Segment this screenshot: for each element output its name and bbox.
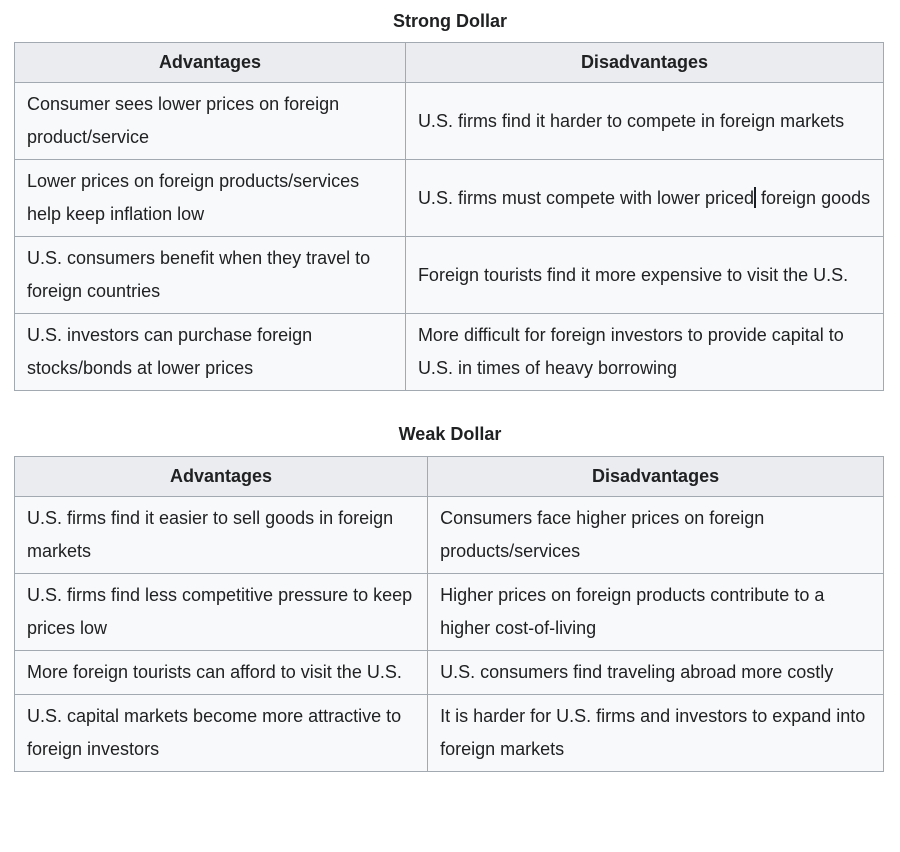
- table-cell[interactable]: More foreign tourists can afford to visi…: [13, 650, 429, 695]
- table-cell[interactable]: Consumer sees lower prices on foreign pr…: [14, 82, 406, 160]
- table-body-1: U.S. firms find it easier to sell goods …: [13, 496, 884, 772]
- text-caret: [754, 186, 757, 208]
- table-row: U.S. investors can purchase foreign stoc…: [14, 313, 885, 391]
- column-header-advantages: Advantages: [13, 456, 429, 497]
- table-cell[interactable]: Consumers face higher prices on foreign …: [427, 496, 884, 574]
- column-header-disadvantages: Disadvantages: [427, 456, 884, 497]
- table-cell[interactable]: More difficult for foreign investors to …: [404, 313, 885, 391]
- table-cell[interactable]: U.S. firms find less competitive pressur…: [13, 573, 429, 651]
- table-row: Lower prices on foreign products/service…: [14, 159, 885, 237]
- table-row: U.S. firms find it easier to sell goods …: [13, 496, 884, 574]
- table-cell[interactable]: Foreign tourists find it more expensive …: [404, 236, 885, 314]
- table-row: U.S. consumers benefit when they travel …: [14, 236, 885, 314]
- table-header-row: Advantages Disadvantages: [14, 42, 885, 83]
- table-cell[interactable]: U.S. consumers benefit when they travel …: [14, 236, 406, 314]
- strong-dollar-table: Advantages Disadvantages Consumer sees l…: [14, 42, 885, 391]
- table-row: Consumer sees lower prices on foreign pr…: [14, 82, 885, 160]
- table-header-row: Advantages Disadvantages: [13, 456, 884, 497]
- weak-dollar-section: Weak Dollar Advantages Disadvantages U.S…: [0, 391, 900, 772]
- table-cell[interactable]: U.S. firms find it harder to compete in …: [404, 82, 885, 160]
- cell-text-after-caret: foreign goods: [756, 187, 871, 208]
- table-cell[interactable]: It is harder for U.S. firms and investor…: [427, 694, 884, 772]
- table-cell[interactable]: U.S. capital markets become more attract…: [13, 694, 429, 772]
- table-row: More foreign tourists can afford to visi…: [13, 650, 884, 695]
- weak-dollar-title: Weak Dollar: [398, 424, 502, 444]
- table-cell[interactable]: U.S. firms must compete with lower price…: [404, 159, 885, 237]
- table-row: U.S. firms find less competitive pressur…: [13, 573, 884, 651]
- strong-dollar-header-row: Advantages Disadvantages: [14, 42, 885, 83]
- table-cell[interactable]: Higher prices on foreign products contri…: [427, 573, 884, 651]
- column-header-disadvantages: Disadvantages: [404, 42, 885, 83]
- table-cell[interactable]: U.S. consumers find traveling abroad mor…: [427, 650, 884, 695]
- column-header-advantages: Advantages: [14, 42, 406, 83]
- table-cell[interactable]: U.S. firms find it easier to sell goods …: [13, 496, 429, 574]
- cell-text-before-caret: U.S. firms must compete with lower price…: [417, 187, 755, 208]
- strong-dollar-title: Strong Dollar: [392, 11, 507, 31]
- weak-dollar-header-row: Advantages Disadvantages: [13, 456, 884, 497]
- table-cell[interactable]: Lower prices on foreign products/service…: [14, 159, 406, 237]
- table-body-0: Consumer sees lower prices on foreign pr…: [14, 82, 885, 391]
- weak-dollar-table: Advantages Disadvantages U.S. firms find…: [13, 456, 884, 772]
- strong-dollar-section: Strong Dollar Advantages Disadvantages C…: [0, 0, 900, 391]
- table-cell[interactable]: U.S. investors can purchase foreign stoc…: [14, 313, 406, 391]
- table-row: U.S. capital markets become more attract…: [13, 694, 884, 772]
